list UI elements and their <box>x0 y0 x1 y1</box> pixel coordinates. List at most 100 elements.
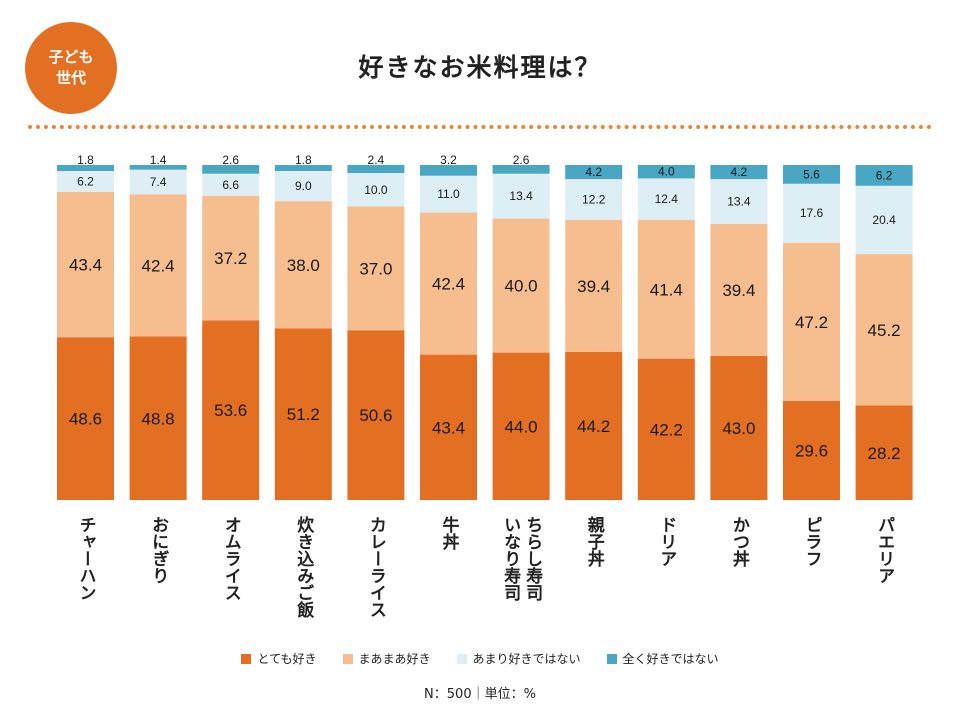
data-label: 37.2 <box>214 249 247 268</box>
data-label: 42.4 <box>432 275 465 294</box>
bar-segment <box>202 173 260 196</box>
data-label: 17.6 <box>800 206 824 220</box>
data-label: 11.0 <box>437 187 460 201</box>
data-label: 3.2 <box>440 153 457 167</box>
bar-segment <box>710 355 768 500</box>
data-label: 43.4 <box>69 255 102 274</box>
data-label: 2.4 <box>368 153 385 167</box>
bar-segment <box>420 212 477 355</box>
legend-swatch <box>456 653 467 664</box>
bar-segment <box>274 328 332 500</box>
bar-segment <box>129 165 187 170</box>
bar-segment <box>855 254 913 406</box>
data-label: 41.4 <box>650 280 683 299</box>
category-label: 炊き込みご飯 <box>293 515 315 619</box>
data-label: 12.4 <box>655 192 679 206</box>
bar-segment <box>57 337 114 500</box>
data-label: 47.2 <box>795 313 828 332</box>
category-label: ちらし寿司 <box>522 516 543 601</box>
data-label: 43.0 <box>722 419 755 438</box>
data-label: 4.2 <box>731 165 748 179</box>
legend-item: あまり好きではない <box>456 650 581 667</box>
bar-segment <box>57 165 114 172</box>
data-label: 5.6 <box>803 167 820 181</box>
data-label: 4.2 <box>585 165 602 179</box>
data-label: 6.2 <box>876 168 893 182</box>
bar-segment <box>637 219 695 359</box>
category-label: 親子丼 <box>584 515 605 568</box>
bar-segment <box>202 195 260 321</box>
generation-badge: 子ども 世代 <box>25 22 117 114</box>
bar-segment <box>202 165 260 174</box>
data-label: 6.6 <box>222 178 239 192</box>
bar-segment <box>129 194 187 337</box>
badge-line1: 子ども <box>48 48 94 66</box>
legend-label: まあまあ好き <box>358 652 431 666</box>
category-label: カレーライス <box>366 516 386 618</box>
bar-segment <box>783 183 840 243</box>
bar-segment <box>565 351 623 500</box>
category-label: ドリア <box>656 516 676 567</box>
data-label: 7.4 <box>150 175 167 189</box>
legend-swatch <box>241 653 252 664</box>
bar-segment <box>710 165 768 180</box>
data-label: 44.2 <box>577 417 610 436</box>
bar-segment <box>783 242 840 401</box>
data-label: 28.2 <box>868 444 901 463</box>
data-label: 39.4 <box>722 281 755 300</box>
data-label: 39.4 <box>577 277 610 296</box>
data-label: 50.6 <box>359 406 392 425</box>
data-label: 1.8 <box>295 153 312 167</box>
data-label: 43.4 <box>432 418 465 437</box>
data-label: 4.0 <box>658 165 675 179</box>
category-label: かつ丼 <box>729 516 750 568</box>
category-label: ピラフ <box>802 516 822 567</box>
bar-segment <box>202 320 260 500</box>
data-label: 13.4 <box>509 189 533 203</box>
bar-segment <box>420 354 477 500</box>
data-label: 1.8 <box>77 153 94 167</box>
bar-segment <box>492 218 550 353</box>
data-label: 45.2 <box>868 321 901 340</box>
badge-line2: 世代 <box>55 69 86 87</box>
bar-segment <box>420 175 477 213</box>
data-label: 2.6 <box>222 153 239 167</box>
data-label: 38.0 <box>287 256 320 275</box>
footnote: N：500｜単位：% <box>424 687 536 702</box>
category-label: いなり寿司 <box>500 516 520 601</box>
data-label: 51.2 <box>287 405 320 424</box>
bar-segment <box>57 191 114 338</box>
bar-segment <box>492 352 550 500</box>
category-label: チャーハン <box>76 516 97 601</box>
category-label: オムライス <box>221 516 241 601</box>
data-label: 9.0 <box>295 179 312 193</box>
legend-swatch <box>606 653 617 664</box>
bar-segment <box>565 165 623 180</box>
legend-label: とても好き <box>257 652 317 666</box>
chart-title: 好きなお米料理は？ <box>358 53 602 82</box>
bar-segment <box>347 165 405 174</box>
dotted-divider <box>28 125 932 129</box>
legend: とても好き まあまあ好き あまり好きではない 全く好きではない <box>0 650 960 667</box>
bar-segment <box>129 169 187 195</box>
data-label: 48.8 <box>142 409 175 428</box>
bar-segment <box>783 400 840 500</box>
data-label: 6.2 <box>77 174 94 188</box>
bar-segment <box>274 165 332 172</box>
bar-segment <box>565 219 623 352</box>
legend-item: 全く好きではない <box>606 650 719 667</box>
data-label: 12.2 <box>582 193 606 207</box>
data-label: 42.4 <box>142 257 175 276</box>
legend-label: あまり好きではない <box>472 652 581 666</box>
category-label: 牛丼 <box>439 515 460 551</box>
data-label: 29.6 <box>795 441 828 460</box>
data-label: 48.6 <box>69 410 102 429</box>
bar-segment <box>855 165 913 186</box>
bar-segment <box>347 330 405 500</box>
bar-segment <box>855 405 913 500</box>
data-label: 44.0 <box>505 417 538 436</box>
bar-segment <box>274 171 332 202</box>
bar-segment <box>855 185 913 255</box>
data-label: 13.4 <box>727 195 751 209</box>
